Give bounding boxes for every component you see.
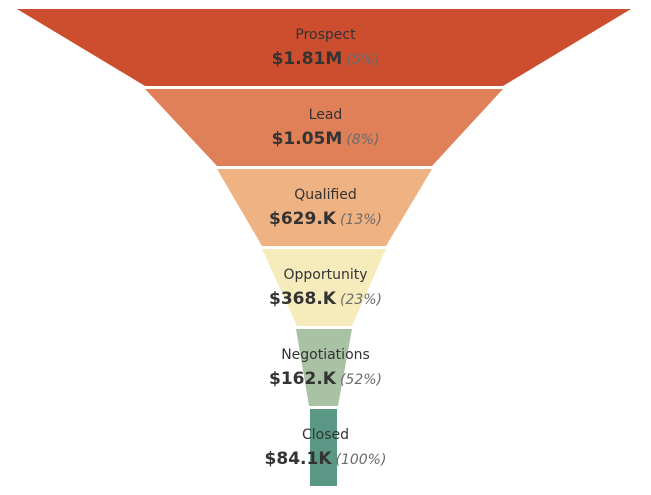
stage-label-qualified: Qualified	[294, 187, 357, 203]
stage-value-line-prospect: $1.81M (5%)	[0, 48, 651, 71]
stage-label-opportunity: Opportunity	[283, 267, 368, 283]
stage-value-line-opportunity: $368.K (23%)	[0, 288, 651, 311]
stage-value-line-negotiations: $162.K (52%)	[0, 368, 651, 391]
stage-pct-opportunity: (23%)	[339, 292, 382, 308]
stage-label-negotiations: Negotiations	[281, 347, 370, 363]
stage-pct-negotiations: (52%)	[339, 372, 382, 388]
stage-label-lead: Lead	[308, 107, 343, 123]
stage-label-closed: Closed	[301, 427, 350, 443]
stage-value-prospect: $1.81M	[271, 49, 343, 69]
stage-pct-closed: (100%)	[335, 452, 387, 468]
funnel-segment-lead	[145, 89, 503, 166]
funnel-segment-negotiations	[296, 329, 352, 406]
stage-value-lead: $1.05M	[271, 129, 343, 149]
funnel-segment-prospect	[17, 9, 631, 86]
stage-pct-prospect: (5%)	[346, 52, 380, 68]
stage-value-qualified: $629.K	[269, 209, 336, 229]
stage-value-closed: $84.1K	[264, 449, 332, 469]
stage-value-negotiations: $162.K	[269, 369, 336, 389]
funnel-segment-closed	[310, 409, 337, 486]
stage-label-prospect: Prospect	[295, 27, 356, 43]
stage-pct-qualified: (13%)	[339, 212, 382, 228]
stage-value-opportunity: $368.K	[269, 289, 336, 309]
funnel-segment-opportunity	[262, 249, 386, 326]
stage-value-line-qualified: $629.K (13%)	[0, 208, 651, 231]
stage-pct-lead: (8%)	[346, 132, 380, 148]
stage-value-line-lead: $1.05M (8%)	[0, 128, 651, 151]
stage-value-line-closed: $84.1K (100%)	[0, 448, 651, 471]
funnel-segment-qualified	[217, 169, 432, 246]
